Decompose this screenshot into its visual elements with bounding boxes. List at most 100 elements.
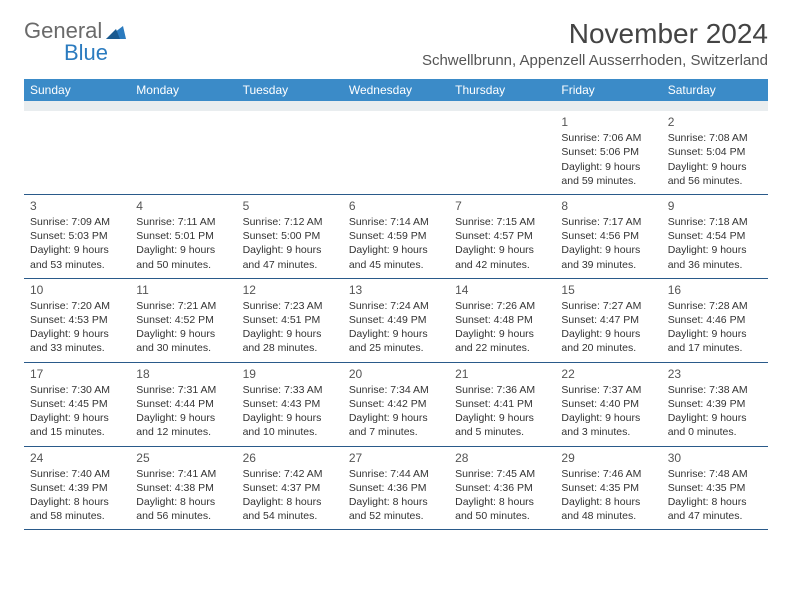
calendar-day-cell: 10Sunrise: 7:20 AMSunset: 4:53 PMDayligh… (24, 278, 130, 362)
title-block: November 2024 Schwellbrunn, Appenzell Au… (422, 18, 768, 69)
calendar-day-cell: 23Sunrise: 7:38 AMSunset: 4:39 PMDayligh… (662, 362, 768, 446)
sunrise-text: Sunrise: 7:28 AM (668, 299, 762, 313)
day-number: 6 (349, 198, 443, 214)
calendar-day-cell: 7Sunrise: 7:15 AMSunset: 4:57 PMDaylight… (449, 194, 555, 278)
day-number: 1 (561, 114, 655, 130)
sunset-text: Sunset: 4:49 PM (349, 313, 443, 327)
sunrise-text: Sunrise: 7:38 AM (668, 383, 762, 397)
daylight-text: Daylight: 9 hours and 5 minutes. (455, 411, 549, 439)
day-number: 2 (668, 114, 762, 130)
daylight-text: Daylight: 9 hours and 36 minutes. (668, 243, 762, 271)
day-number: 5 (243, 198, 337, 214)
day-number: 4 (136, 198, 230, 214)
sunrise-text: Sunrise: 7:15 AM (455, 215, 549, 229)
day-number: 16 (668, 282, 762, 298)
sunrise-text: Sunrise: 7:12 AM (243, 215, 337, 229)
calendar-day-cell: 9Sunrise: 7:18 AMSunset: 4:54 PMDaylight… (662, 194, 768, 278)
sunrise-text: Sunrise: 7:42 AM (243, 467, 337, 481)
day-number: 14 (455, 282, 549, 298)
daylight-text: Daylight: 8 hours and 50 minutes. (455, 495, 549, 523)
logo-text-blue: Blue (64, 40, 108, 66)
sunset-text: Sunset: 4:40 PM (561, 397, 655, 411)
sunset-text: Sunset: 4:41 PM (455, 397, 549, 411)
daylight-text: Daylight: 9 hours and 47 minutes. (243, 243, 337, 271)
day-number: 10 (30, 282, 124, 298)
calendar-day-cell (449, 111, 555, 194)
day-number: 23 (668, 366, 762, 382)
day-number: 29 (561, 450, 655, 466)
sunrise-text: Sunrise: 7:44 AM (349, 467, 443, 481)
daylight-text: Daylight: 9 hours and 39 minutes. (561, 243, 655, 271)
day-number: 28 (455, 450, 549, 466)
day-number: 22 (561, 366, 655, 382)
calendar-day-cell: 12Sunrise: 7:23 AMSunset: 4:51 PMDayligh… (237, 278, 343, 362)
calendar-day-cell (237, 111, 343, 194)
sunrise-text: Sunrise: 7:11 AM (136, 215, 230, 229)
calendar-day-cell (343, 111, 449, 194)
sunrise-text: Sunrise: 7:20 AM (30, 299, 124, 313)
day-number: 8 (561, 198, 655, 214)
sunset-text: Sunset: 4:53 PM (30, 313, 124, 327)
header: General Blue November 2024 Schwellbrunn,… (24, 18, 768, 69)
calendar-day-cell: 8Sunrise: 7:17 AMSunset: 4:56 PMDaylight… (555, 194, 661, 278)
daylight-text: Daylight: 8 hours and 54 minutes. (243, 495, 337, 523)
day-number: 18 (136, 366, 230, 382)
daylight-text: Daylight: 9 hours and 17 minutes. (668, 327, 762, 355)
calendar-day-cell: 30Sunrise: 7:48 AMSunset: 4:35 PMDayligh… (662, 446, 768, 530)
calendar-day-cell: 28Sunrise: 7:45 AMSunset: 4:36 PMDayligh… (449, 446, 555, 530)
daylight-text: Daylight: 9 hours and 12 minutes. (136, 411, 230, 439)
day-number: 11 (136, 282, 230, 298)
sunset-text: Sunset: 4:37 PM (243, 481, 337, 495)
day-number: 15 (561, 282, 655, 298)
day-number: 13 (349, 282, 443, 298)
calendar-day-cell: 21Sunrise: 7:36 AMSunset: 4:41 PMDayligh… (449, 362, 555, 446)
daylight-text: Daylight: 9 hours and 20 minutes. (561, 327, 655, 355)
day-number: 7 (455, 198, 549, 214)
sunset-text: Sunset: 4:35 PM (561, 481, 655, 495)
sunrise-text: Sunrise: 7:08 AM (668, 131, 762, 145)
sunrise-text: Sunrise: 7:34 AM (349, 383, 443, 397)
calendar-week-row: 1Sunrise: 7:06 AMSunset: 5:06 PMDaylight… (24, 111, 768, 194)
sunrise-text: Sunrise: 7:46 AM (561, 467, 655, 481)
daylight-text: Daylight: 9 hours and 59 minutes. (561, 160, 655, 188)
day-number: 9 (668, 198, 762, 214)
calendar-day-cell: 20Sunrise: 7:34 AMSunset: 4:42 PMDayligh… (343, 362, 449, 446)
calendar-day-cell: 17Sunrise: 7:30 AMSunset: 4:45 PMDayligh… (24, 362, 130, 446)
sunrise-text: Sunrise: 7:45 AM (455, 467, 549, 481)
sunset-text: Sunset: 4:39 PM (668, 397, 762, 411)
sunset-text: Sunset: 5:01 PM (136, 229, 230, 243)
sunset-text: Sunset: 4:45 PM (30, 397, 124, 411)
sunrise-text: Sunrise: 7:41 AM (136, 467, 230, 481)
sunset-text: Sunset: 4:47 PM (561, 313, 655, 327)
calendar-day-cell: 27Sunrise: 7:44 AMSunset: 4:36 PMDayligh… (343, 446, 449, 530)
sunset-text: Sunset: 4:59 PM (349, 229, 443, 243)
day-number: 12 (243, 282, 337, 298)
calendar-day-cell: 26Sunrise: 7:42 AMSunset: 4:37 PMDayligh… (237, 446, 343, 530)
daylight-text: Daylight: 9 hours and 33 minutes. (30, 327, 124, 355)
calendar-day-cell: 5Sunrise: 7:12 AMSunset: 5:00 PMDaylight… (237, 194, 343, 278)
sunset-text: Sunset: 4:51 PM (243, 313, 337, 327)
sunset-text: Sunset: 5:04 PM (668, 145, 762, 159)
sunrise-text: Sunrise: 7:48 AM (668, 467, 762, 481)
sunrise-text: Sunrise: 7:14 AM (349, 215, 443, 229)
sunrise-text: Sunrise: 7:09 AM (30, 215, 124, 229)
calendar-day-cell: 3Sunrise: 7:09 AMSunset: 5:03 PMDaylight… (24, 194, 130, 278)
sunrise-text: Sunrise: 7:37 AM (561, 383, 655, 397)
sunset-text: Sunset: 4:38 PM (136, 481, 230, 495)
daylight-text: Daylight: 8 hours and 56 minutes. (136, 495, 230, 523)
sunset-text: Sunset: 4:36 PM (455, 481, 549, 495)
calendar-week-row: 17Sunrise: 7:30 AMSunset: 4:45 PMDayligh… (24, 362, 768, 446)
sunrise-text: Sunrise: 7:23 AM (243, 299, 337, 313)
daylight-text: Daylight: 9 hours and 7 minutes. (349, 411, 443, 439)
sunset-text: Sunset: 5:03 PM (30, 229, 124, 243)
calendar-week-row: 24Sunrise: 7:40 AMSunset: 4:39 PMDayligh… (24, 446, 768, 530)
daylight-text: Daylight: 9 hours and 50 minutes. (136, 243, 230, 271)
sunrise-text: Sunrise: 7:18 AM (668, 215, 762, 229)
calendar-day-cell: 13Sunrise: 7:24 AMSunset: 4:49 PMDayligh… (343, 278, 449, 362)
sunrise-text: Sunrise: 7:17 AM (561, 215, 655, 229)
weekday-header: Saturday (662, 79, 768, 101)
sunrise-text: Sunrise: 7:33 AM (243, 383, 337, 397)
sunset-text: Sunset: 4:43 PM (243, 397, 337, 411)
daylight-text: Daylight: 9 hours and 42 minutes. (455, 243, 549, 271)
weekday-header: Sunday (24, 79, 130, 101)
